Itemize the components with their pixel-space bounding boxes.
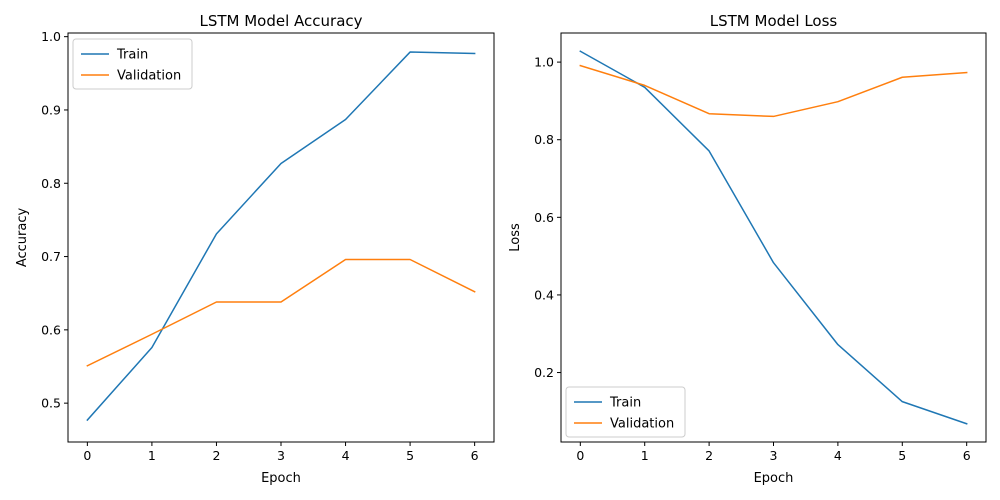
series-line-train — [86, 51, 476, 422]
x-tick-label: 0 — [83, 448, 91, 463]
y-tick-label: 0.8 — [41, 176, 61, 191]
series-line-train — [579, 50, 968, 425]
x-tick-label: 4 — [834, 448, 842, 463]
chart-title: LSTM Model Accuracy — [199, 12, 362, 30]
x-axis-label: Epoch — [261, 471, 301, 486]
x-tick-label: 2 — [705, 448, 713, 463]
chart-title: LSTM Model Loss — [710, 12, 838, 30]
x-axis-label: Epoch — [754, 471, 794, 486]
legend-box — [72, 38, 193, 90]
y-tick-label: 0.4 — [534, 287, 554, 302]
y-tick-label: 0.6 — [534, 210, 554, 225]
plot-frame — [67, 32, 495, 443]
legend-box — [565, 386, 686, 438]
y-tick-label: 0.7 — [41, 249, 61, 264]
x-tick-label: 6 — [963, 448, 971, 463]
x-tick-label: 4 — [342, 448, 350, 463]
legend: Train Validation — [72, 38, 193, 90]
x-tick-label: 3 — [770, 448, 778, 463]
y-axis-label: Loss — [508, 223, 523, 252]
x-tick-label: 5 — [898, 448, 906, 463]
chart-panel-2: 0 1 2 3 4 5 6 0.2 0.4 0.6 0.8 1.0 LSTM Model Loss Epo… — [508, 12, 987, 486]
y-axis-label: Accuracy — [15, 208, 30, 268]
y-tick-label: 0.5 — [41, 396, 61, 411]
x-tick-label: 5 — [406, 448, 414, 463]
x-tick-label: 2 — [212, 448, 220, 463]
x-tick-label: 6 — [471, 448, 479, 463]
legend-label-validation: Validation — [610, 417, 674, 432]
y-tick-label: 0.2 — [534, 365, 554, 380]
y-tick-label: 0.8 — [534, 132, 554, 147]
legend: Train Validation — [565, 386, 686, 438]
series-line-validation — [86, 258, 476, 367]
x-tick-label: 0 — [576, 448, 584, 463]
x-tick-label: 1 — [641, 448, 649, 463]
y-tick-label: 1.0 — [534, 55, 554, 70]
chart-panel-1: 0 1 2 3 4 5 6 0.5 0.6 0.7 0.8 0.9 1.0 LSTM Model Accu… — [15, 12, 495, 486]
y-tick-label: 1.0 — [41, 29, 61, 44]
series-line-validation — [579, 64, 968, 118]
y-tick-label: 0.6 — [41, 322, 61, 337]
plot-frame — [560, 32, 987, 443]
legend-label-train: Train — [609, 396, 641, 411]
y-tick-label: 0.9 — [41, 102, 61, 117]
x-tick-label: 3 — [277, 448, 285, 463]
legend-label-validation: Validation — [117, 69, 181, 84]
x-tick-label: 1 — [148, 448, 156, 463]
legend-label-train: Train — [116, 48, 148, 63]
